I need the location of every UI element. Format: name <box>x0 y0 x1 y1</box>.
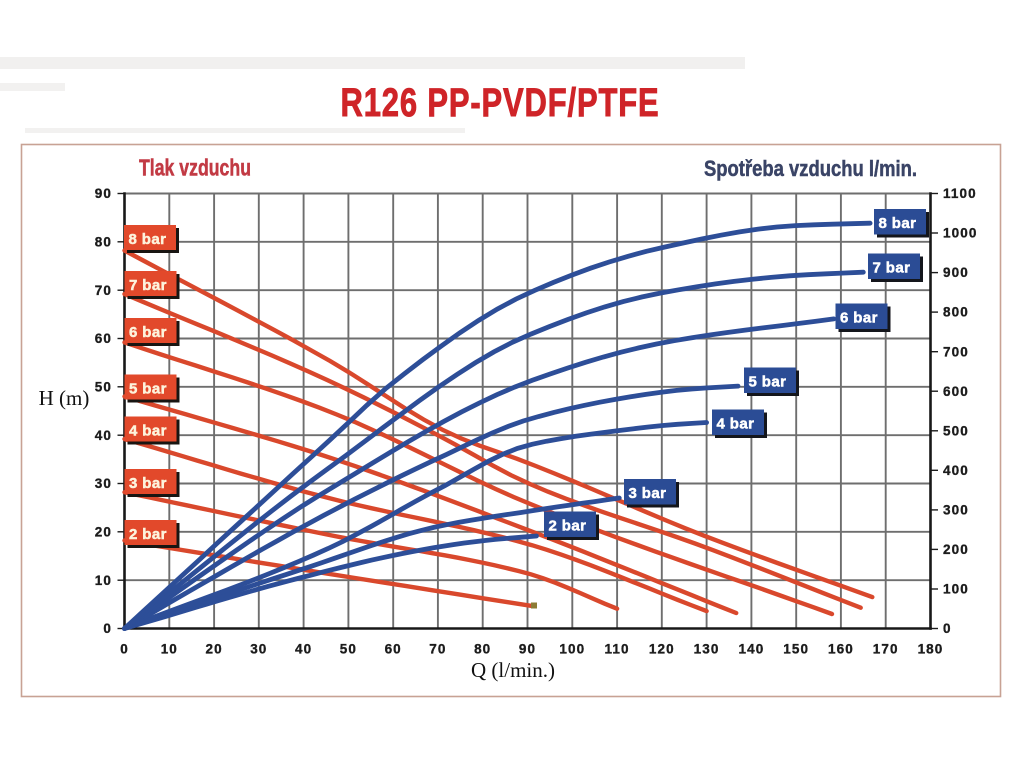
svg-text:0: 0 <box>943 621 952 636</box>
svg-text:4 bar: 4 bar <box>129 423 167 440</box>
svg-text:90: 90 <box>519 642 536 657</box>
svg-text:7 bar: 7 bar <box>873 260 911 277</box>
svg-text:20: 20 <box>205 642 222 657</box>
svg-text:3 bar: 3 bar <box>129 475 167 492</box>
svg-text:30: 30 <box>250 642 267 657</box>
svg-text:Spotřeba vzduchu l/min.: Spotřeba vzduchu l/min. <box>704 156 917 181</box>
svg-text:30: 30 <box>95 476 112 491</box>
svg-text:7 bar: 7 bar <box>129 277 167 294</box>
svg-text:60: 60 <box>95 331 112 346</box>
svg-text:130: 130 <box>694 642 720 657</box>
svg-text:3 bar: 3 bar <box>629 485 667 502</box>
svg-text:900: 900 <box>943 265 969 280</box>
svg-text:R126 PP-PVDF/PTFE: R126 PP-PVDF/PTFE <box>341 81 660 125</box>
svg-text:400: 400 <box>943 463 969 478</box>
svg-text:160: 160 <box>828 642 854 657</box>
svg-text:70: 70 <box>95 283 112 298</box>
svg-text:700: 700 <box>943 344 969 359</box>
svg-text:4 bar: 4 bar <box>717 416 755 433</box>
svg-text:100: 100 <box>943 582 969 597</box>
svg-text:80: 80 <box>474 642 491 657</box>
svg-text:6 bar: 6 bar <box>840 310 878 327</box>
svg-text:80: 80 <box>95 234 112 249</box>
svg-text:Tlak vzduchu: Tlak vzduchu <box>139 155 251 181</box>
svg-text:120: 120 <box>649 642 675 657</box>
svg-text:5 bar: 5 bar <box>129 381 167 398</box>
svg-text:40: 40 <box>95 428 112 443</box>
svg-text:8 bar: 8 bar <box>879 215 917 232</box>
svg-text:140: 140 <box>738 642 764 657</box>
svg-text:170: 170 <box>873 642 899 657</box>
svg-text:50: 50 <box>95 379 112 394</box>
svg-text:180: 180 <box>918 642 944 657</box>
svg-text:Q (l/min.): Q (l/min.) <box>471 658 555 682</box>
svg-text:100: 100 <box>559 642 585 657</box>
svg-text:50: 50 <box>340 642 357 657</box>
svg-text:500: 500 <box>943 423 969 438</box>
svg-text:70: 70 <box>429 642 446 657</box>
svg-text:90: 90 <box>95 186 112 201</box>
svg-text:40: 40 <box>295 642 312 657</box>
svg-text:60: 60 <box>385 642 402 657</box>
svg-text:H (m): H (m) <box>39 386 90 410</box>
svg-text:300: 300 <box>943 503 969 518</box>
svg-text:5 bar: 5 bar <box>749 374 787 391</box>
svg-text:20: 20 <box>95 524 112 539</box>
svg-text:800: 800 <box>943 305 969 320</box>
svg-text:150: 150 <box>783 642 809 657</box>
svg-text:1100: 1100 <box>943 186 977 201</box>
svg-text:2 bar: 2 bar <box>129 526 167 543</box>
svg-text:0: 0 <box>120 642 129 657</box>
svg-text:10: 10 <box>161 642 178 657</box>
svg-text:2 bar: 2 bar <box>549 518 587 535</box>
svg-text:110: 110 <box>605 642 630 657</box>
svg-text:600: 600 <box>943 384 969 399</box>
svg-text:8 bar: 8 bar <box>129 231 167 248</box>
svg-text:200: 200 <box>943 542 969 557</box>
svg-text:0: 0 <box>103 621 112 636</box>
svg-text:1000: 1000 <box>943 226 977 241</box>
svg-text:10: 10 <box>95 573 112 588</box>
svg-text:6 bar: 6 bar <box>129 324 167 341</box>
